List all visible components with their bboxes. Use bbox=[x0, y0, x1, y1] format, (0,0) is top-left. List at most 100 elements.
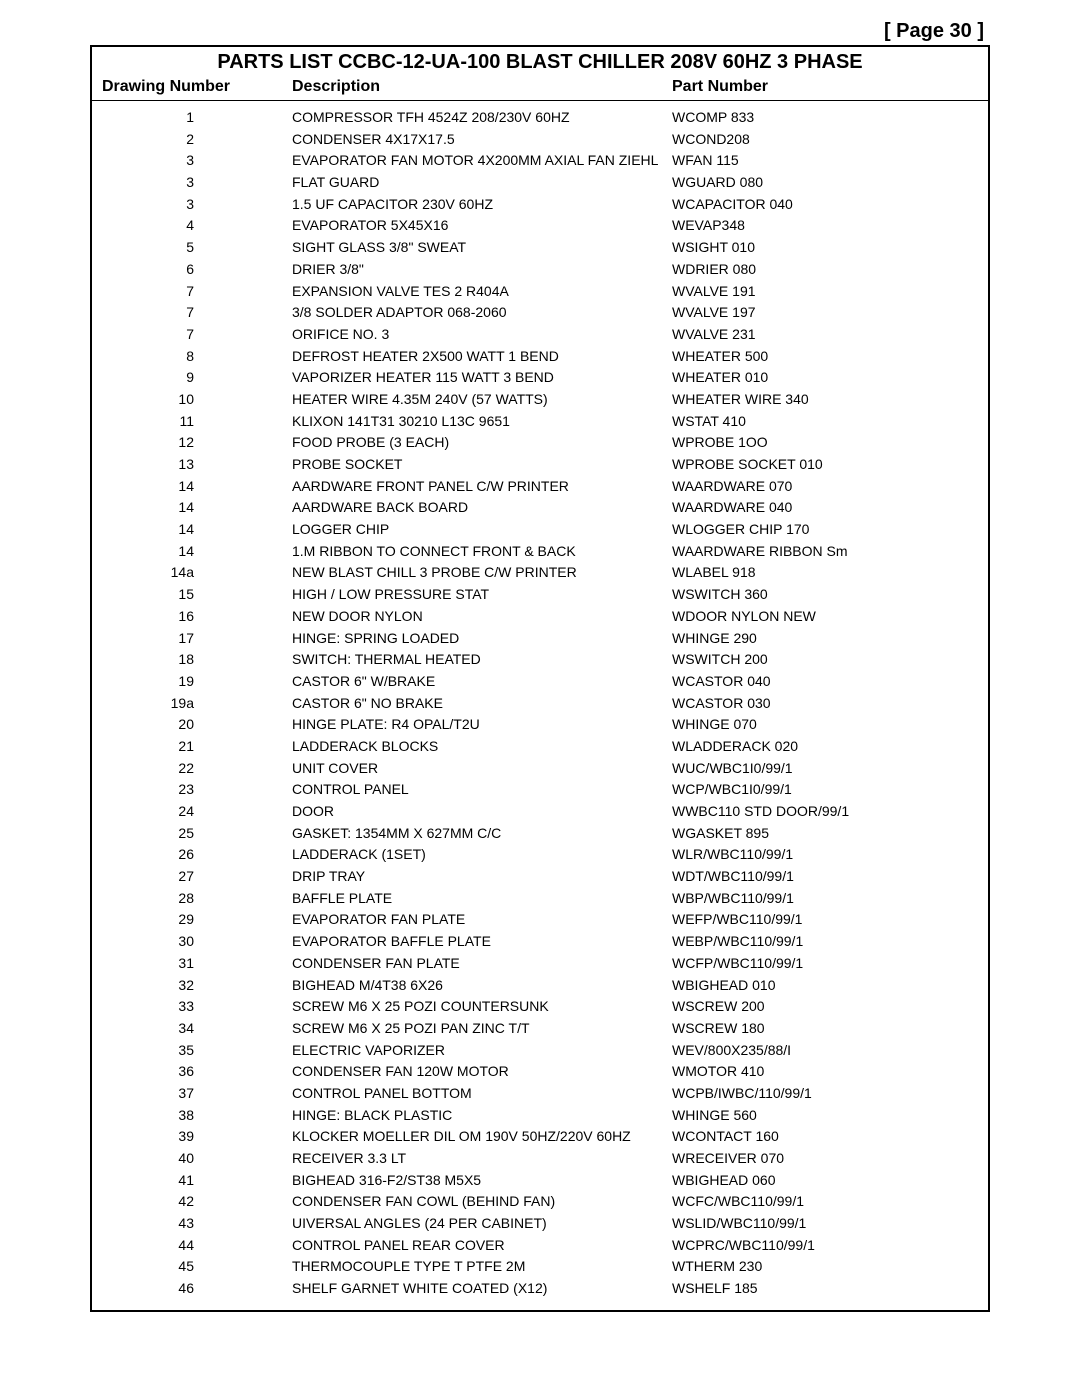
drawing-number-cell: 14a bbox=[102, 562, 292, 584]
table-row: 17HINGE: SPRING LOADEDWHINGE 290 bbox=[102, 628, 978, 650]
description-cell: KLIXON 141T31 30210 L13C 9651 bbox=[292, 411, 672, 433]
part-number-cell: WVALVE 231 bbox=[672, 324, 978, 346]
table-row: 22UNIT COVERWUC/WBC1I0/99/1 bbox=[102, 758, 978, 780]
part-number-cell: WCASTOR 030 bbox=[672, 693, 978, 715]
part-number-cell: WBP/WBC110/99/1 bbox=[672, 888, 978, 910]
table-row: 24DOORWWBC110 STD DOOR/99/1 bbox=[102, 801, 978, 823]
part-number-cell: WHINGE 290 bbox=[672, 628, 978, 650]
part-number-cell: WAARDWARE 070 bbox=[672, 476, 978, 498]
table-row: 18SWITCH: THERMAL HEATEDWSWITCH 200 bbox=[102, 649, 978, 671]
description-cell: UNIT COVER bbox=[292, 758, 672, 780]
part-number-cell: WHEATER WIRE 340 bbox=[672, 389, 978, 411]
part-number-cell: WGASKET 895 bbox=[672, 823, 978, 845]
table-row: 11KLIXON 141T31 30210 L13C 9651WSTAT 410 bbox=[102, 411, 978, 433]
table-row: 6DRIER 3/8"WDRIER 080 bbox=[102, 259, 978, 281]
table-row: 7EXPANSION VALVE TES 2 R404AWVALVE 191 bbox=[102, 281, 978, 303]
description-cell: THERMOCOUPLE TYPE T PTFE 2M bbox=[292, 1256, 672, 1278]
description-cell: CONDENSER FAN COWL (BEHIND FAN) bbox=[292, 1191, 672, 1213]
description-cell: CONTROL PANEL BOTTOM bbox=[292, 1083, 672, 1105]
description-cell: CONDENSER 4X17X17.5 bbox=[292, 129, 672, 151]
table-row: 28BAFFLE PLATEWBP/WBC110/99/1 bbox=[102, 888, 978, 910]
drawing-number-cell: 46 bbox=[102, 1278, 292, 1300]
description-cell: HINGE: SPRING LOADED bbox=[292, 628, 672, 650]
drawing-number-cell: 45 bbox=[102, 1256, 292, 1278]
drawing-number-cell: 36 bbox=[102, 1061, 292, 1083]
table-row: 43UIVERSAL ANGLES (24 PER CABINET)WSLID/… bbox=[102, 1213, 978, 1235]
drawing-number-cell: 7 bbox=[102, 281, 292, 303]
part-number-cell: WHEATER 010 bbox=[672, 367, 978, 389]
drawing-number-cell: 13 bbox=[102, 454, 292, 476]
table-row: 19CASTOR 6" W/BRAKEWCASTOR 040 bbox=[102, 671, 978, 693]
part-number-cell: WCOMP 833 bbox=[672, 107, 978, 129]
table-row: 31CONDENSER FAN PLATEWCFP/WBC110/99/1 bbox=[102, 953, 978, 975]
drawing-number-cell: 41 bbox=[102, 1170, 292, 1192]
drawing-number-cell: 35 bbox=[102, 1040, 292, 1062]
drawing-number-cell: 14 bbox=[102, 476, 292, 498]
table-row: 35ELECTRIC VAPORIZERWEV/800X235/88/I bbox=[102, 1040, 978, 1062]
description-cell: ORIFICE NO. 3 bbox=[292, 324, 672, 346]
parts-list-title: PARTS LIST CCBC-12-UA-100 BLAST CHILLER … bbox=[92, 47, 988, 78]
description-cell: VAPORIZER HEATER 115 WATT 3 BEND bbox=[292, 367, 672, 389]
part-number-cell: WCFC/WBC110/99/1 bbox=[672, 1191, 978, 1213]
drawing-number-cell: 6 bbox=[102, 259, 292, 281]
description-cell: FLAT GUARD bbox=[292, 172, 672, 194]
description-cell: FOOD PROBE (3 EACH) bbox=[292, 432, 672, 454]
table-row: 14AARDWARE FRONT PANEL C/W PRINTERWAARDW… bbox=[102, 476, 978, 498]
description-cell: PROBE SOCKET bbox=[292, 454, 672, 476]
description-cell: CONTROL PANEL REAR COVER bbox=[292, 1235, 672, 1257]
table-row: 3EVAPORATOR FAN MOTOR 4X200MM AXIAL FAN … bbox=[102, 150, 978, 172]
description-cell: AARDWARE FRONT PANEL C/W PRINTER bbox=[292, 476, 672, 498]
table-row: 45THERMOCOUPLE TYPE T PTFE 2MWTHERM 230 bbox=[102, 1256, 978, 1278]
drawing-number-cell: 14 bbox=[102, 541, 292, 563]
table-row: 27DRIP TRAYWDT/WBC110/99/1 bbox=[102, 866, 978, 888]
drawing-number-cell: 43 bbox=[102, 1213, 292, 1235]
column-headers: Drawing Number Description Part Number bbox=[92, 78, 988, 101]
part-number-cell: WCPB/IWBC/110/99/1 bbox=[672, 1083, 978, 1105]
table-row: 1COMPRESSOR TFH 4524Z 208/230V 60HZWCOMP… bbox=[102, 107, 978, 129]
part-number-cell: WLR/WBC110/99/1 bbox=[672, 844, 978, 866]
part-number-cell: WMOTOR 410 bbox=[672, 1061, 978, 1083]
description-cell: NEW BLAST CHILL 3 PROBE C/W PRINTER bbox=[292, 562, 672, 584]
part-number-cell: WCOND208 bbox=[672, 129, 978, 151]
part-number-cell: WDT/WBC110/99/1 bbox=[672, 866, 978, 888]
drawing-number-cell: 7 bbox=[102, 324, 292, 346]
description-cell: UIVERSAL ANGLES (24 PER CABINET) bbox=[292, 1213, 672, 1235]
table-row: 29EVAPORATOR FAN PLATEWEFP/WBC110/99/1 bbox=[102, 909, 978, 931]
drawing-number-cell: 3 bbox=[102, 172, 292, 194]
table-row: 36CONDENSER FAN 120W MOTORWMOTOR 410 bbox=[102, 1061, 978, 1083]
table-row: 25GASKET: 1354MM X 627MM C/CWGASKET 895 bbox=[102, 823, 978, 845]
table-row: 20HINGE PLATE: R4 OPAL/T2UWHINGE 070 bbox=[102, 714, 978, 736]
part-number-cell: WSCREW 200 bbox=[672, 996, 978, 1018]
part-number-cell: WLOGGER CHIP 170 bbox=[672, 519, 978, 541]
description-cell: DRIER 3/8" bbox=[292, 259, 672, 281]
description-cell: CONTROL PANEL bbox=[292, 779, 672, 801]
table-row: 14aNEW BLAST CHILL 3 PROBE C/W PRINTERWL… bbox=[102, 562, 978, 584]
part-number-cell: WDOOR NYLON NEW bbox=[672, 606, 978, 628]
description-cell: HINGE PLATE: R4 OPAL/T2U bbox=[292, 714, 672, 736]
table-row: 42CONDENSER FAN COWL (BEHIND FAN)WCFC/WB… bbox=[102, 1191, 978, 1213]
drawing-number-cell: 40 bbox=[102, 1148, 292, 1170]
part-number-cell: WSTAT 410 bbox=[672, 411, 978, 433]
description-cell: RECEIVER 3.3 LT bbox=[292, 1148, 672, 1170]
part-number-cell: WSCREW 180 bbox=[672, 1018, 978, 1040]
table-row: 14AARDWARE BACK BOARDWAARDWARE 040 bbox=[102, 497, 978, 519]
table-row: 41BIGHEAD 316-F2/ST38 M5X5WBIGHEAD 060 bbox=[102, 1170, 978, 1192]
description-cell: LADDERACK (1SET) bbox=[292, 844, 672, 866]
table-row: 141.M RIBBON TO CONNECT FRONT & BACKWAAR… bbox=[102, 541, 978, 563]
table-row: 8DEFROST HEATER 2X500 WATT 1 BENDWHEATER… bbox=[102, 346, 978, 368]
drawing-number-cell: 31 bbox=[102, 953, 292, 975]
drawing-number-cell: 11 bbox=[102, 411, 292, 433]
part-number-cell: WVALVE 191 bbox=[672, 281, 978, 303]
header-description: Description bbox=[292, 78, 672, 96]
part-number-cell: WCASTOR 040 bbox=[672, 671, 978, 693]
description-cell: SCREW M6 X 25 POZI COUNTERSUNK bbox=[292, 996, 672, 1018]
drawing-number-cell: 29 bbox=[102, 909, 292, 931]
table-row: 33SCREW M6 X 25 POZI COUNTERSUNKWSCREW 2… bbox=[102, 996, 978, 1018]
description-cell: EVAPORATOR 5X45X16 bbox=[292, 215, 672, 237]
description-cell: NEW DOOR NYLON bbox=[292, 606, 672, 628]
description-cell: AARDWARE BACK BOARD bbox=[292, 497, 672, 519]
table-row: 23CONTROL PANELWCP/WBC1I0/99/1 bbox=[102, 779, 978, 801]
table-row: 12FOOD PROBE (3 EACH)WPROBE 1OO bbox=[102, 432, 978, 454]
description-cell: COMPRESSOR TFH 4524Z 208/230V 60HZ bbox=[292, 107, 672, 129]
description-cell: 1.5 UF CAPACITOR 230V 60HZ bbox=[292, 194, 672, 216]
